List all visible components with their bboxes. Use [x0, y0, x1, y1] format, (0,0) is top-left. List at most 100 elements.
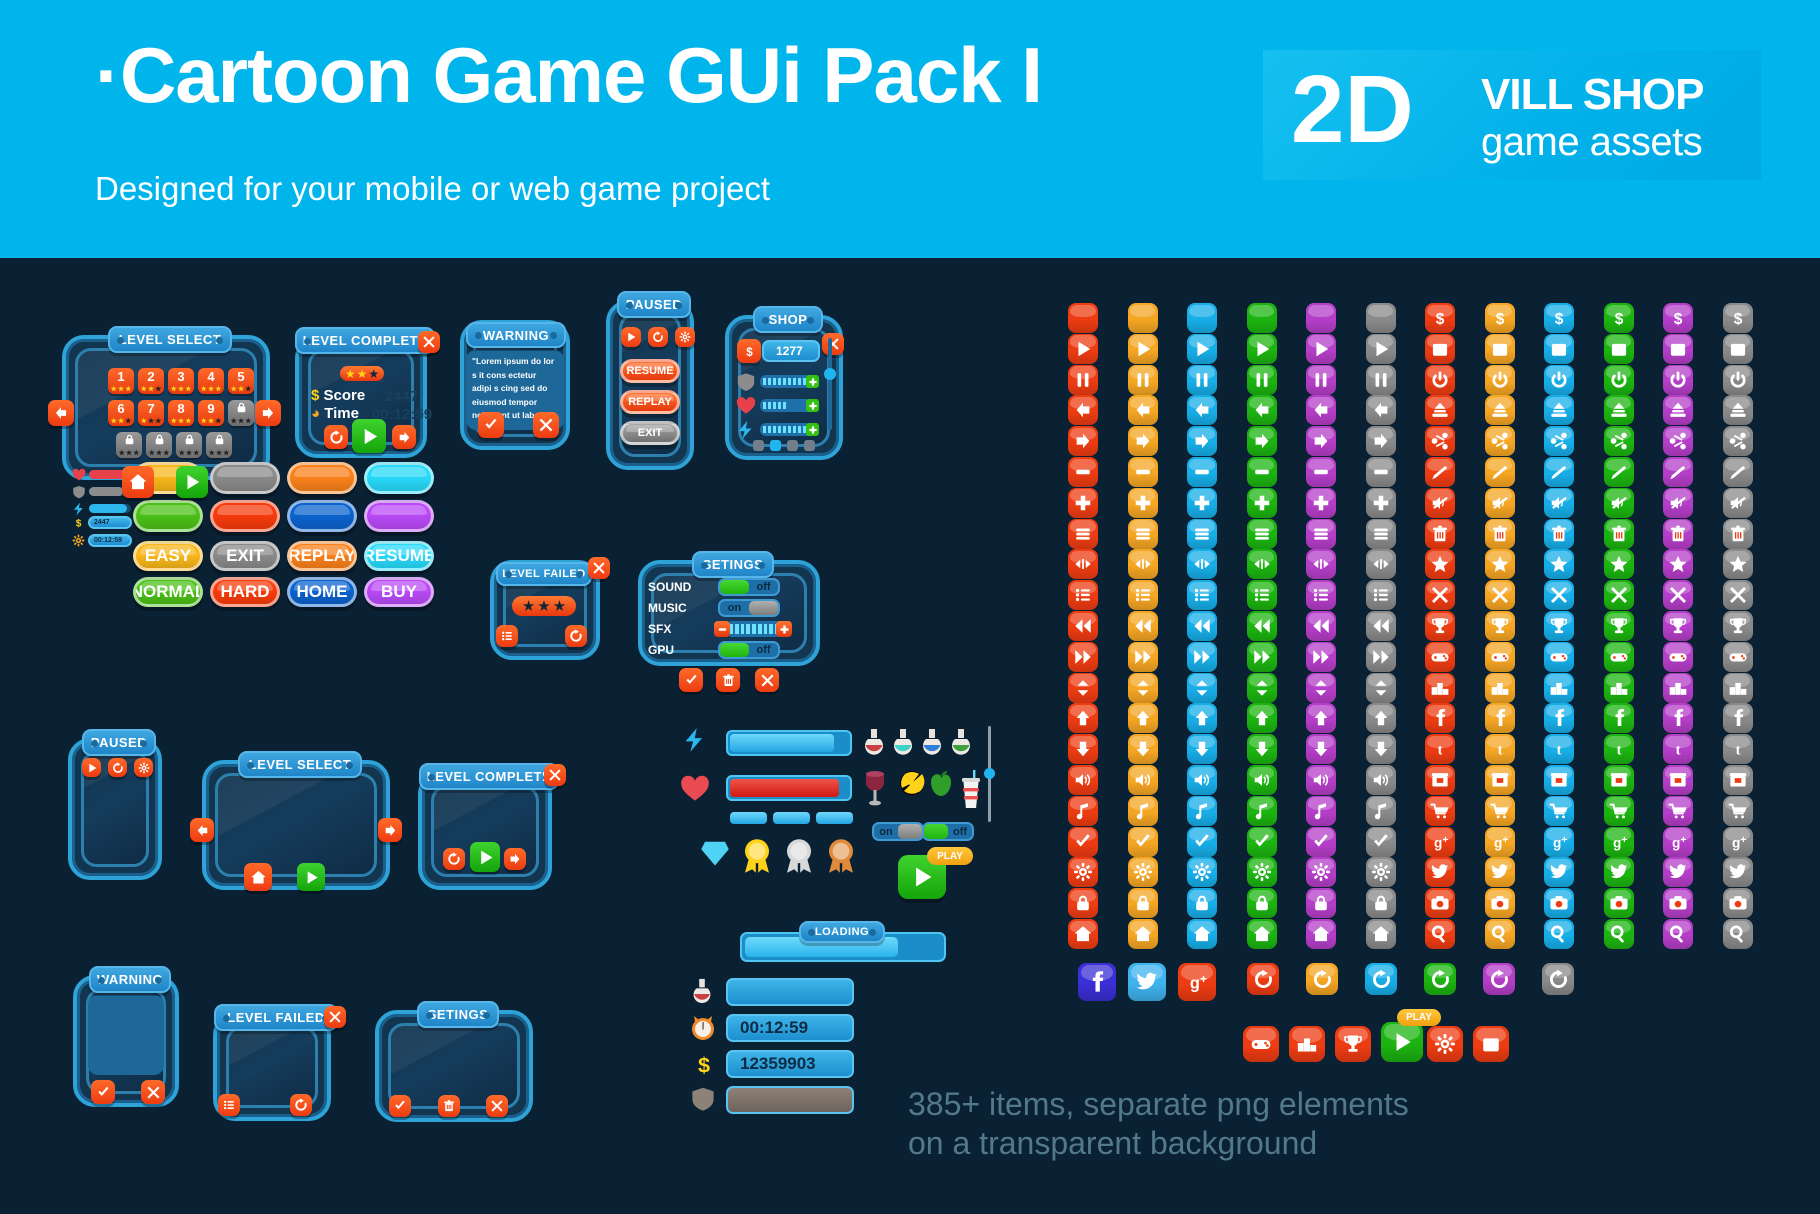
grid-icon-share-icon[interactable]: [1663, 426, 1693, 457]
grid-icon-arrow-left-icon[interactable]: [1246, 395, 1277, 426]
grid-icon-fast-forward-icon[interactable]: [1127, 641, 1158, 672]
social-facebook-icon[interactable]: [1078, 963, 1116, 1001]
replay-icon-4[interactable]: [1483, 963, 1515, 995]
grid-icon-trash-icon[interactable]: [1544, 518, 1574, 549]
grid-icon-minus-icon[interactable]: [1187, 457, 1217, 487]
grid-icon-shop-icon[interactable]: [1603, 765, 1634, 795]
grid-icon-play-icon[interactable]: [1068, 333, 1098, 364]
level-button-7[interactable]: 7 ★ ★ ★: [138, 400, 164, 426]
grid-icon-list-icon[interactable]: [1306, 580, 1336, 611]
grid-icon-plus-icon[interactable]: [1068, 487, 1098, 518]
grid-icon-camera-icon[interactable]: [1663, 888, 1693, 919]
grid-icon-sort-icon[interactable]: [1306, 672, 1336, 703]
grid-icon-search-icon[interactable]: [1544, 919, 1574, 949]
grid-icon-power-icon[interactable]: [1603, 364, 1634, 395]
grid-icon-twitter-bird-icon[interactable]: t: [1603, 734, 1634, 765]
grid-icon-mute-icon[interactable]: [1722, 487, 1753, 518]
level-complete-close-button[interactable]: [418, 331, 440, 353]
grid-icon-gamepad-icon[interactable]: [1425, 641, 1455, 672]
grid-icon-pause-icon[interactable]: [1306, 364, 1336, 395]
grid-icon-shop-icon[interactable]: [1722, 765, 1753, 795]
level-failed-replay-button[interactable]: [565, 625, 587, 647]
grid-icon-expand-icon[interactable]: [1365, 549, 1396, 580]
level-failed-empty-list-button[interactable]: [218, 1094, 240, 1116]
grid-icon-music-icon[interactable]: [1365, 795, 1396, 826]
level-select-empty-prev-button[interactable]: [190, 818, 214, 842]
level-locked[interactable]: ★ ★ ★: [176, 432, 202, 458]
grid-icon-sort-icon[interactable]: [1068, 672, 1098, 703]
grid-icon-cart-icon[interactable]: [1425, 795, 1455, 826]
grid-icon-gear-icon[interactable]: [1365, 857, 1396, 888]
level-complete-next-button[interactable]: [392, 425, 416, 449]
grid-icon-twitter-icon[interactable]: [1603, 857, 1634, 888]
button-exit[interactable]: EXIT: [210, 541, 280, 571]
button-plain-red[interactable]: [210, 500, 280, 532]
grid-icon-minus-icon[interactable]: [1306, 457, 1336, 487]
grid-icon-lock-icon[interactable]: [1068, 888, 1098, 919]
grid-icon-podium-icon[interactable]: [1722, 672, 1753, 703]
grid-icon-dollar-icon[interactable]: $: [1603, 303, 1634, 333]
grid-icon-upload-icon[interactable]: [1603, 395, 1634, 426]
level-complete-play-button[interactable]: [352, 419, 386, 453]
grid-icon-sort-icon[interactable]: [1187, 672, 1217, 703]
grid-icon-volume-icon[interactable]: [1068, 765, 1098, 795]
grid-icon-trophy-icon[interactable]: [1603, 611, 1634, 641]
hud-vertical-slider-thumb[interactable]: [984, 768, 995, 779]
grid-icon-home-icon[interactable]: [1365, 919, 1396, 949]
bottom-action-play-icon[interactable]: [1381, 1022, 1423, 1062]
grid-icon-arrow-up-icon[interactable]: [1365, 703, 1396, 734]
star[interactable]: ★: [552, 597, 567, 615]
grid-icon-rewind-icon[interactable]: [1127, 611, 1158, 641]
grid-icon-menu-icon[interactable]: [1306, 518, 1336, 549]
level-button-6[interactable]: 6 ★ ★ ★: [108, 400, 134, 426]
replay-icon-3[interactable]: [1424, 963, 1456, 995]
grid-icon-gamepad-icon[interactable]: [1484, 641, 1515, 672]
grid-icon-shop-icon[interactable]: [1425, 765, 1455, 795]
grid-icon-dollar-icon[interactable]: $: [1722, 303, 1753, 333]
shop-pager-dot[interactable]: [804, 440, 815, 451]
grid-icon-shop-icon[interactable]: [1544, 765, 1574, 795]
grid-icon-blank-icon[interactable]: [1365, 303, 1396, 333]
grid-icon-star-icon[interactable]: [1484, 549, 1515, 580]
level-locked[interactable]: ★ ★ ★: [206, 432, 232, 458]
grid-icon-dollar-icon[interactable]: $: [1544, 303, 1574, 333]
grid-icon-arrow-left-icon[interactable]: [1127, 395, 1158, 426]
grid-icon-edit-icon[interactable]: [1484, 457, 1515, 487]
button-plain-grey[interactable]: [210, 462, 280, 494]
grid-icon-basket-icon[interactable]: [1603, 333, 1634, 364]
paused-empty-icon-play-icon[interactable]: [82, 758, 101, 777]
settings-toggle-music[interactable]: on: [718, 599, 780, 617]
grid-icon-list-icon[interactable]: [1068, 580, 1098, 611]
grid-icon-sort-icon[interactable]: [1127, 672, 1158, 703]
grid-icon-music-icon[interactable]: [1068, 795, 1098, 826]
grid-icon-sort-icon[interactable]: [1246, 672, 1277, 703]
shop-pager-dot[interactable]: [770, 440, 781, 451]
hud-toggle-on[interactable]: on: [872, 822, 924, 841]
grid-icon-arrow-up-icon[interactable]: [1246, 703, 1277, 734]
shop-scrollbar-thumb[interactable]: [824, 368, 836, 380]
grid-icon-lock-icon[interactable]: [1187, 888, 1217, 919]
grid-icon-twitter-icon[interactable]: [1722, 857, 1753, 888]
grid-icon-share-icon[interactable]: [1603, 426, 1634, 457]
grid-icon-plus-icon[interactable]: [1365, 487, 1396, 518]
grid-icon-fast-forward-icon[interactable]: [1246, 641, 1277, 672]
grid-icon-gamepad-icon[interactable]: [1603, 641, 1634, 672]
button-plain-green[interactable]: [133, 500, 203, 532]
level-select-home-button[interactable]: [122, 466, 154, 498]
bottom-action-gear-icon[interactable]: [1427, 1026, 1463, 1062]
grid-icon-close-icon[interactable]: [1544, 580, 1574, 611]
social-twitter-icon[interactable]: [1128, 963, 1166, 1001]
grid-icon-facebook-icon[interactable]: [1722, 703, 1753, 734]
grid-icon-gear-icon[interactable]: [1306, 857, 1336, 888]
level-select-empty-next-button[interactable]: [378, 818, 402, 842]
grid-icon-gear-icon[interactable]: [1127, 857, 1158, 888]
settings-sfx-slider[interactable]: [726, 621, 782, 637]
settings-delete-button[interactable]: [716, 668, 740, 692]
grid-icon-list-icon[interactable]: [1187, 580, 1217, 611]
grid-icon-music-icon[interactable]: [1127, 795, 1158, 826]
grid-icon-minus-icon[interactable]: [1068, 457, 1098, 487]
level-complete-replay-button[interactable]: [324, 425, 348, 449]
level-complete-empty-close-button[interactable]: [544, 764, 566, 786]
button-resume[interactable]: RESUME: [364, 541, 434, 571]
grid-icon-trash-icon[interactable]: [1663, 518, 1693, 549]
